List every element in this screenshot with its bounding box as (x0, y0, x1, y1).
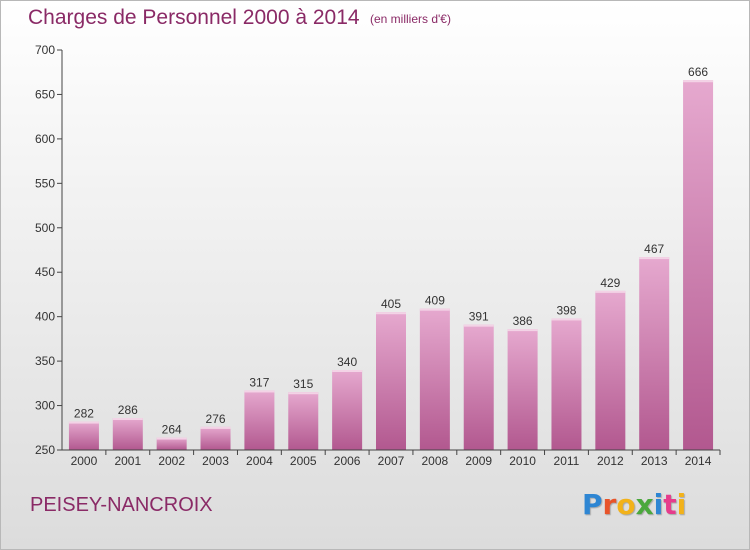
data-label: 405 (381, 297, 401, 311)
bar (244, 390, 275, 450)
data-label: 666 (688, 65, 708, 79)
logo-letter: o (616, 488, 636, 521)
commune-name: PEISEY-NANCROIX (30, 494, 213, 516)
bar-highlight (288, 392, 319, 395)
y-tick-label: 400 (35, 310, 55, 324)
data-label: 340 (337, 355, 357, 369)
bar-highlight (112, 418, 143, 420)
bar (595, 290, 626, 450)
x-tick-label: 2010 (509, 454, 536, 468)
logo-letter: x (635, 488, 654, 521)
bar (332, 370, 363, 450)
x-tick-label: 2002 (158, 454, 185, 468)
bar (68, 421, 99, 450)
bar-highlight (376, 312, 406, 315)
bar-highlight (683, 80, 714, 83)
x-tick-label: 2009 (465, 454, 492, 468)
data-label: 386 (513, 314, 533, 328)
bar-highlight (507, 329, 538, 332)
bar (156, 437, 187, 450)
x-tick-label: 2000 (71, 454, 98, 468)
data-label: 315 (293, 377, 313, 391)
y-tick-label: 250 (35, 443, 55, 457)
logo-letter: i (676, 488, 687, 521)
bar (463, 324, 494, 450)
x-tick-label: 2005 (290, 454, 317, 468)
chart-subtitle: (en milliers d'€) (370, 12, 451, 26)
x-tick-label: 2008 (422, 454, 449, 468)
y-tick-label: 300 (35, 399, 55, 413)
bar (683, 80, 714, 450)
data-label: 398 (556, 303, 576, 317)
bar-highlight (156, 437, 187, 440)
proxiti-logo[interactable]: Proxiti (582, 488, 686, 521)
data-label: 409 (425, 294, 445, 308)
logo-letter: r (602, 488, 617, 521)
data-label: 282 (74, 407, 94, 421)
y-tick-label: 350 (35, 354, 55, 368)
y-tick-label: 550 (35, 176, 55, 190)
logo-letter: i (653, 488, 664, 521)
data-label: 317 (249, 375, 269, 389)
data-label: 286 (118, 403, 138, 417)
bar (639, 257, 670, 450)
x-tick-label: 2006 (334, 454, 361, 468)
bar-highlight (332, 370, 363, 372)
bar (376, 312, 406, 450)
data-label: 264 (162, 423, 182, 437)
bar (419, 308, 450, 450)
bar (551, 318, 582, 450)
x-tick-label: 2001 (114, 454, 141, 468)
data-label: 391 (469, 310, 489, 324)
x-tick-label: 2012 (597, 454, 624, 468)
y-tick-label: 500 (35, 221, 55, 235)
x-tick-label: 2011 (554, 454, 580, 468)
x-tick-label: 2007 (378, 454, 405, 468)
data-label: 429 (600, 276, 620, 290)
bar-highlight (68, 421, 99, 424)
bar-highlight (419, 308, 450, 311)
bar (507, 329, 538, 450)
y-tick-label: 650 (35, 87, 55, 101)
bar-highlight (244, 390, 275, 393)
bar (200, 426, 231, 450)
x-tick-label: 2003 (202, 454, 229, 468)
bar-highlight (595, 290, 626, 293)
logo-letter: t (663, 488, 677, 521)
chart-title: Charges de Personnel 2000 à 2014 (28, 6, 360, 29)
bar-highlight (639, 257, 670, 260)
x-tick-label: 2014 (685, 454, 712, 468)
y-tick-label: 450 (35, 265, 55, 279)
bar (112, 418, 143, 450)
y-tick-label: 700 (35, 43, 55, 57)
data-label: 467 (644, 242, 664, 256)
bar-highlight (200, 426, 231, 429)
axes-group: 250 300 350 400 450 500 550 600 650 700 282 2000 286… (35, 43, 721, 468)
bar-highlight (463, 324, 494, 327)
x-tick-label: 2004 (246, 454, 273, 468)
bar (288, 392, 319, 450)
bars-group (68, 80, 714, 450)
x-tick-label: 2013 (641, 454, 668, 468)
logo-letter: P (582, 488, 603, 521)
bar-highlight (551, 318, 582, 321)
data-label: 276 (206, 412, 226, 426)
y-tick-label: 600 (35, 132, 55, 146)
